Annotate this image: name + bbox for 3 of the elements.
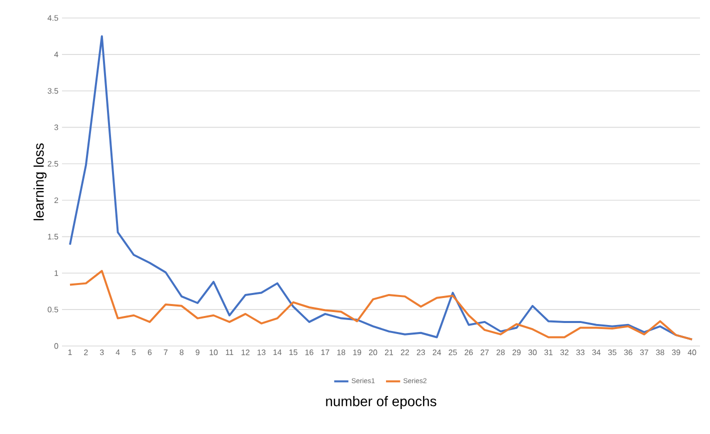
y-axis-title: learning loss <box>34 143 47 220</box>
line-series <box>68 270 694 340</box>
x-axis-title: number of epochs <box>326 396 436 409</box>
